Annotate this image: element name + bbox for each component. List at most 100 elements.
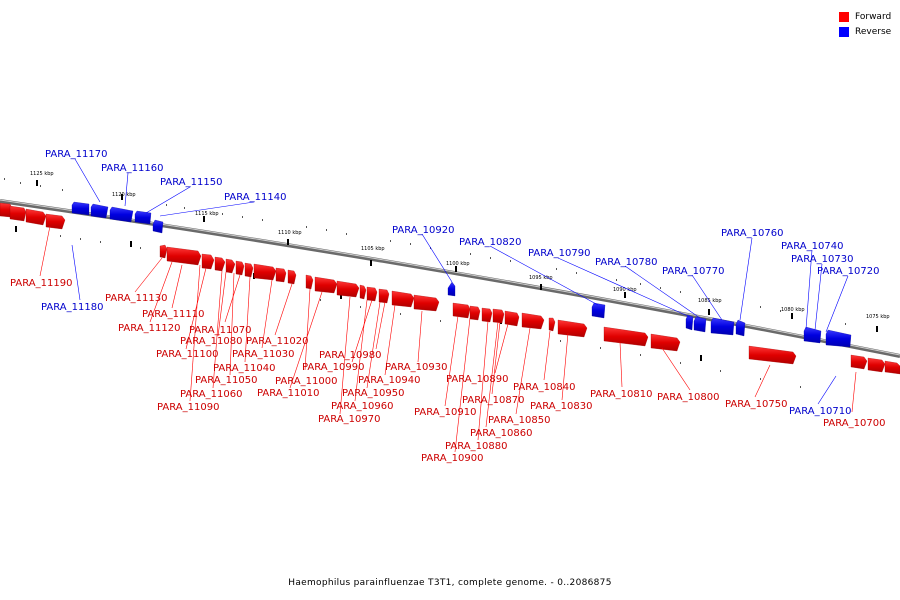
gene-arrow-forward[interactable] xyxy=(45,213,66,230)
gene-label[interactable]: PARA_10980 xyxy=(319,350,381,361)
gene-label[interactable]: PARA_11020 xyxy=(246,336,308,347)
gene-label[interactable]: PARA_11120 xyxy=(118,323,180,334)
gene-arrow-forward[interactable] xyxy=(413,294,440,312)
gene-arrow-reverse[interactable] xyxy=(803,326,822,344)
gene-arrow-forward[interactable] xyxy=(521,312,545,330)
gene-arrow-forward[interactable] xyxy=(548,317,556,332)
gene-arrow-reverse[interactable] xyxy=(710,317,735,336)
gene-arrow-reverse[interactable] xyxy=(825,329,852,348)
gene-arrow-forward[interactable] xyxy=(748,345,797,365)
gene-label[interactable]: PARA_11040 xyxy=(213,363,275,374)
gene-arrow-reverse[interactable] xyxy=(685,314,694,331)
gene-label[interactable]: PARA_10940 xyxy=(358,375,420,386)
gene-arrow-forward[interactable] xyxy=(884,360,900,375)
gene-label[interactable]: PARA_10850 xyxy=(488,415,550,426)
gene-arrow-forward[interactable] xyxy=(391,290,415,308)
gene-arrow-forward[interactable] xyxy=(481,307,493,323)
gene-arrow-forward[interactable] xyxy=(25,208,47,226)
gene-arrow-reverse[interactable] xyxy=(134,210,152,225)
gene-label[interactable]: PARA_10760 xyxy=(721,228,783,239)
gene-arrow-reverse[interactable] xyxy=(735,319,746,337)
gene-arrow-forward[interactable] xyxy=(244,262,254,278)
gene-arrow-reverse[interactable] xyxy=(591,302,606,319)
gene-arrow-forward[interactable] xyxy=(275,267,287,283)
gene-arrow-forward[interactable] xyxy=(235,260,245,276)
gene-arrow-forward[interactable] xyxy=(201,253,215,270)
gene-arrow-forward[interactable] xyxy=(359,284,367,300)
gene-arrow-forward[interactable] xyxy=(366,286,378,302)
gene-label[interactable]: PARA_10820 xyxy=(459,237,521,248)
gene-label[interactable]: PARA_11130 xyxy=(105,293,167,304)
gene-arrow-forward[interactable] xyxy=(378,288,390,304)
gene-label[interactable]: PARA_10910 xyxy=(414,407,476,418)
gene-arrow-forward[interactable] xyxy=(469,305,481,321)
gene-label[interactable]: PARA_11000 xyxy=(275,376,337,387)
gene-label[interactable]: PARA_11050 xyxy=(195,375,257,386)
gene-label[interactable]: PARA_11080 xyxy=(180,336,242,347)
gene-label[interactable]: PARA_10990 xyxy=(302,362,364,373)
gene-arrow-forward[interactable] xyxy=(314,276,338,294)
gene-arrow-forward[interactable] xyxy=(287,269,297,285)
gene-label[interactable]: PARA_11110 xyxy=(142,309,204,320)
gene-arrow-forward[interactable] xyxy=(253,263,277,281)
gene-arrow-forward[interactable] xyxy=(557,319,588,338)
gene-arrow-reverse[interactable] xyxy=(90,203,109,219)
gene-label[interactable]: PARA_10960 xyxy=(331,401,393,412)
gene-arrow-forward[interactable] xyxy=(850,354,868,370)
gene-arrow-reverse[interactable] xyxy=(71,201,90,216)
gene-label[interactable]: PARA_11030 xyxy=(232,349,294,360)
gene-label[interactable]: PARA_10890 xyxy=(446,374,508,385)
gene-label[interactable]: PARA_10710 xyxy=(789,406,851,417)
gene-label[interactable]: PARA_11170 xyxy=(45,149,107,160)
gene-label[interactable]: PARA_11190 xyxy=(10,278,72,289)
gene-label[interactable]: PARA_10860 xyxy=(470,428,532,439)
gene-label[interactable]: PARA_11100 xyxy=(156,349,218,360)
gene-arrow-reverse[interactable] xyxy=(109,206,134,223)
gene-label[interactable]: PARA_11060 xyxy=(180,389,242,400)
gene-label[interactable]: PARA_10930 xyxy=(385,362,447,373)
gene-arrow-forward[interactable] xyxy=(492,308,505,324)
gene-arrow-forward[interactable] xyxy=(225,258,236,274)
gene-arrow-reverse[interactable] xyxy=(152,219,164,234)
gene-arrow-reverse[interactable] xyxy=(447,281,456,297)
gene-arrow-reverse[interactable] xyxy=(693,316,707,333)
gene-label[interactable]: PARA_10800 xyxy=(657,392,719,403)
gene-arrow-forward[interactable] xyxy=(650,333,681,352)
gene-arrow-forward[interactable] xyxy=(867,357,886,373)
gene-arrow-forward[interactable] xyxy=(159,244,168,259)
gene-label[interactable]: PARA_10970 xyxy=(318,414,380,425)
gene-label[interactable]: PARA_10920 xyxy=(392,225,454,236)
gene-label[interactable]: PARA_10770 xyxy=(662,266,724,277)
gene-arrow-forward[interactable] xyxy=(452,302,471,319)
gene-label[interactable]: PARA_10700 xyxy=(823,418,885,429)
gene-label[interactable]: PARA_10780 xyxy=(595,257,657,268)
gene-arrow-forward[interactable] xyxy=(305,274,314,290)
gene-label[interactable]: PARA_11010 xyxy=(257,388,319,399)
gene-label[interactable]: PARA_11140 xyxy=(224,192,286,203)
gene-label[interactable]: PARA_10740 xyxy=(781,241,843,252)
gene-label[interactable]: PARA_10870 xyxy=(462,395,524,406)
gene-arrow-forward[interactable] xyxy=(9,205,27,222)
gene-label[interactable]: PARA_11160 xyxy=(101,163,163,174)
gene-label[interactable]: PARA_11180 xyxy=(41,302,103,313)
gene-label[interactable]: PARA_10720 xyxy=(817,266,879,277)
gene-label[interactable]: PARA_10750 xyxy=(725,399,787,410)
gene-arrow-forward[interactable] xyxy=(214,256,226,272)
gene-label[interactable]: PARA_10880 xyxy=(445,441,507,452)
gene-arrow-forward[interactable] xyxy=(504,310,520,327)
legend-forward[interactable]: Forward xyxy=(839,9,891,24)
gene-label[interactable]: PARA_10730 xyxy=(791,254,853,265)
gene-label[interactable]: PARA_11090 xyxy=(157,402,219,413)
gene-arrow-forward[interactable] xyxy=(336,280,360,298)
gene-label[interactable]: PARA_11150 xyxy=(160,177,222,188)
gene-label[interactable]: PARA_10950 xyxy=(342,388,404,399)
gene-label[interactable]: PARA_10790 xyxy=(528,248,590,259)
gene-label[interactable]: PARA_10840 xyxy=(513,382,575,393)
gene-label[interactable]: PARA_10900 xyxy=(421,453,483,464)
gene-label[interactable]: PARA_10830 xyxy=(530,401,592,412)
gene-label[interactable]: PARA_11070 xyxy=(189,325,251,336)
gene-label[interactable]: PARA_10810 xyxy=(590,389,652,400)
gene-arrow-forward[interactable] xyxy=(603,326,649,347)
gene-arrow-forward[interactable] xyxy=(166,246,202,266)
legend-reverse[interactable]: Reverse xyxy=(839,24,891,39)
